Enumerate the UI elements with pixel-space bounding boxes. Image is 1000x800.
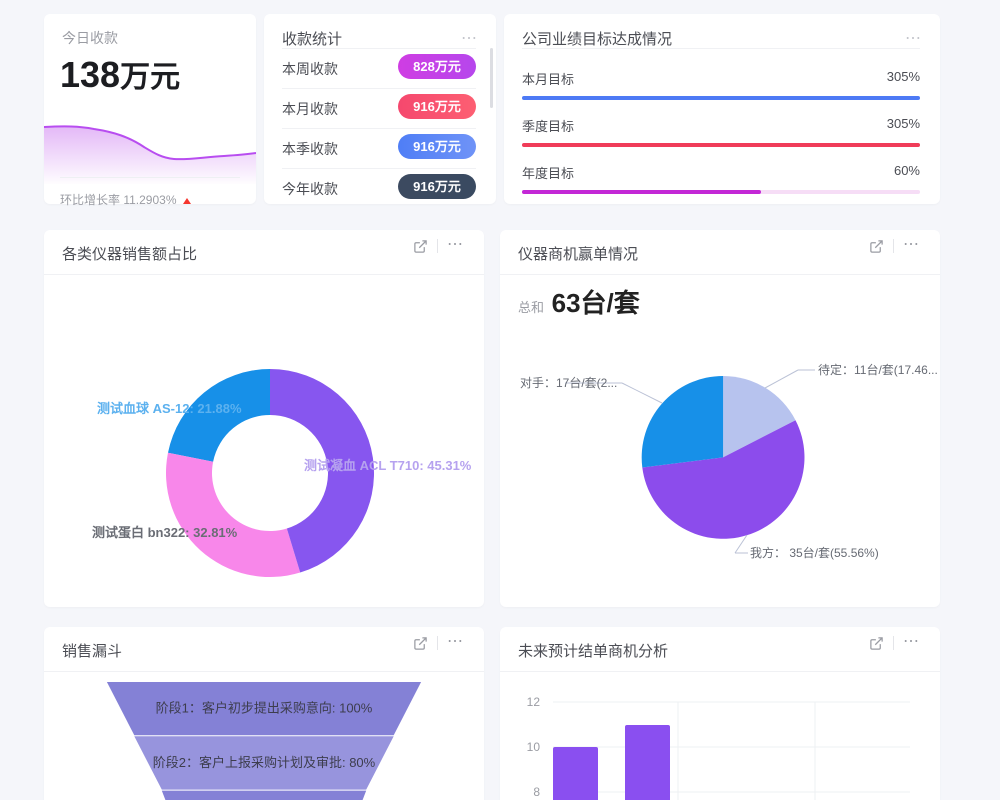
svg-text:阶段1：客户初步提出采购意向: 100%: 阶段1：客户初步提出采购意向: 100% bbox=[156, 701, 373, 716]
svg-text:测试血球 AS-12: 21.88%: 测试血球 AS-12: 21.88% bbox=[97, 401, 242, 416]
svg-text:阶段2：客户上报采购计划及审批: 80%: 阶段2：客户上报采购计划及审批: 80% bbox=[153, 755, 376, 770]
svg-text:对手：17台/套(2...: 对手：17台/套(2... bbox=[520, 375, 617, 390]
svg-text:我方： 35台/套(55.56%): 我方： 35台/套(55.56%) bbox=[750, 545, 879, 560]
svg-text:12: 12 bbox=[527, 695, 541, 709]
svg-text:测试凝血 ACL T710: 45.31%: 测试凝血 ACL T710: 45.31% bbox=[304, 458, 472, 473]
svg-text:10: 10 bbox=[527, 740, 541, 754]
svg-text:8: 8 bbox=[533, 785, 540, 799]
svg-text:待定：11台/套(17.46...: 待定：11台/套(17.46... bbox=[818, 362, 938, 377]
svg-text:测试蛋白 bn322: 32.81%: 测试蛋白 bn322: 32.81% bbox=[92, 525, 238, 540]
